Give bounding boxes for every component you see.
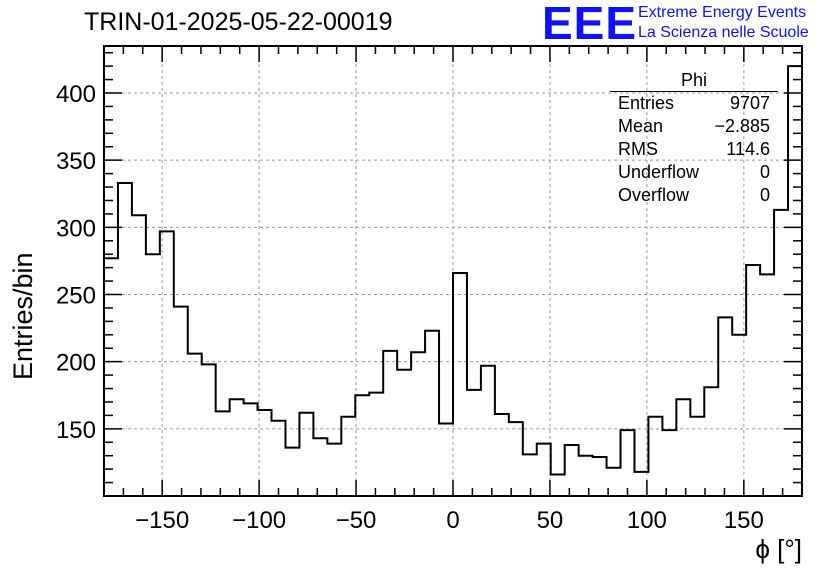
logo-caption-line1: Extreme Energy Events: [638, 4, 807, 21]
stats-value: 0: [759, 162, 770, 182]
stats-label: Underflow: [618, 162, 700, 182]
stats-row-overflow: Overflow 0: [610, 184, 778, 207]
stats-label: Mean: [618, 116, 664, 136]
x-tick-label: 150: [724, 507, 764, 534]
logo-caption-line2: La Scienza nelle Scuole: [638, 24, 809, 41]
y-tick-label: 250: [56, 283, 96, 310]
stats-box: Phi Entries 9707 Mean −2.885 RMS 114.6 U…: [610, 70, 778, 207]
stats-label: RMS: [618, 139, 658, 159]
stats-row-underflow: Underflow 0: [610, 161, 778, 184]
x-tick-label: −100: [232, 507, 286, 534]
y-tick-label: 300: [56, 215, 96, 242]
stats-value: 114.6: [726, 139, 770, 159]
x-tick-label: −150: [135, 507, 189, 534]
y-axis-label: Entries/bin: [8, 252, 38, 380]
logo-caption: Extreme Energy Events La Scienza nelle S…: [638, 3, 809, 43]
y-tick-labels: 150 200 250 300 350 400: [56, 81, 96, 444]
stats-row-entries: Entries 9707: [610, 92, 778, 115]
stats-label: Entries: [618, 93, 675, 113]
stats-value: 0: [759, 185, 770, 205]
stats-row-rms: RMS 114.6: [610, 138, 778, 161]
y-tick-label: 200: [56, 350, 96, 377]
x-tick-label: 50: [537, 507, 564, 534]
eee-logo-icon: EEE: [542, 0, 638, 49]
chart-title: TRIN-01-2025-05-22-00019: [84, 8, 393, 36]
stats-value: 9707: [729, 93, 770, 113]
stats-row-mean: Mean −2.885: [610, 115, 778, 138]
stats-value: −2.885: [714, 116, 770, 136]
x-tick-label: 0: [446, 507, 459, 534]
stats-title: Phi: [610, 70, 778, 92]
x-tick-label: 100: [627, 507, 667, 534]
x-tick-labels: −150 −100 −50 0 50 100 150: [135, 507, 764, 534]
axis-ticks: [103, 46, 803, 496]
x-tick-label: −50: [336, 507, 377, 534]
y-tick-label: 400: [56, 81, 96, 108]
y-tick-label: 150: [56, 417, 96, 444]
y-tick-label: 350: [56, 148, 96, 175]
stats-label: Overflow: [618, 185, 690, 205]
histogram-outline: [103, 65, 803, 496]
x-axis-label: ϕ [°]: [755, 534, 802, 564]
